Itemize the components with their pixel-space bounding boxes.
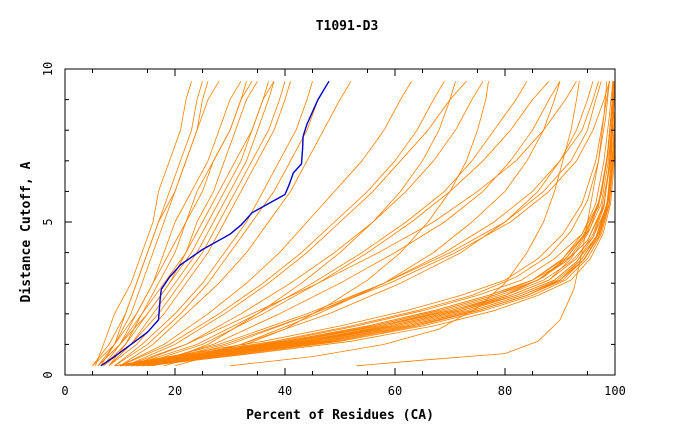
plot-area: 0 20 40 60 80 100 0 5 10: [41, 62, 626, 398]
series-line-background: [130, 80, 528, 367]
series-line-background: [119, 80, 352, 367]
series-line-background: [136, 130, 616, 367]
x-tick-label: 100: [604, 384, 626, 398]
y-tick-label: 10: [41, 62, 55, 76]
x-tick-label: 40: [278, 384, 292, 398]
x-tick-label: 20: [168, 384, 182, 398]
series-line-background: [103, 81, 275, 367]
series-line-background: [141, 105, 616, 367]
x-axis-label: Percent of Residues (CA): [246, 408, 434, 423]
series-line-background: [125, 80, 577, 367]
series-line-background: [136, 80, 550, 367]
x-tick-label: 60: [388, 384, 402, 398]
series-line-background: [147, 81, 599, 367]
series-line-background: [136, 120, 616, 367]
series-line-background: [130, 111, 615, 367]
series-line-background: [152, 81, 594, 367]
series-line-background: [92, 81, 247, 367]
tick-layer: 0 20 40 60 80 100 0 5 10: [41, 62, 626, 398]
series-line-background: [356, 81, 608, 367]
series-line-background: [103, 80, 242, 367]
series-line-background: [114, 80, 330, 367]
series-line-background: [229, 81, 580, 367]
series-line-background: [130, 81, 615, 367]
chart-title: T1091-D3: [316, 19, 379, 34]
series-line-background: [174, 81, 489, 367]
series-line-background: [163, 81, 561, 367]
series-line-background: [152, 81, 456, 367]
y-tick-label: 0: [41, 371, 55, 378]
series-line-background: [108, 81, 286, 367]
y-axis-label: Distance Cutoff, A: [19, 161, 34, 302]
series-line-background: [97, 81, 209, 367]
y-tick-label: 5: [41, 218, 55, 225]
series-line-background: [136, 117, 616, 367]
series-line-background: [119, 80, 412, 367]
series-line-background: [141, 81, 610, 367]
series-line-background: [119, 80, 445, 367]
series-line-background: [147, 142, 616, 367]
series-layer: [92, 80, 616, 367]
series-line-background: [100, 81, 203, 367]
series-line-background: [114, 81, 313, 367]
series-line-background: [97, 80, 275, 367]
series-line-highlight: [100, 80, 330, 367]
series-line-background: [125, 80, 467, 367]
series-line-background: [147, 130, 616, 367]
series-line-background: [97, 80, 258, 367]
series-line-background: [114, 81, 610, 367]
series-line-background: [125, 81, 614, 367]
series-line-background: [141, 80, 561, 367]
series-line-background: [94, 81, 192, 366]
x-tick-label: 0: [61, 384, 68, 398]
x-tick-label: 80: [498, 384, 512, 398]
